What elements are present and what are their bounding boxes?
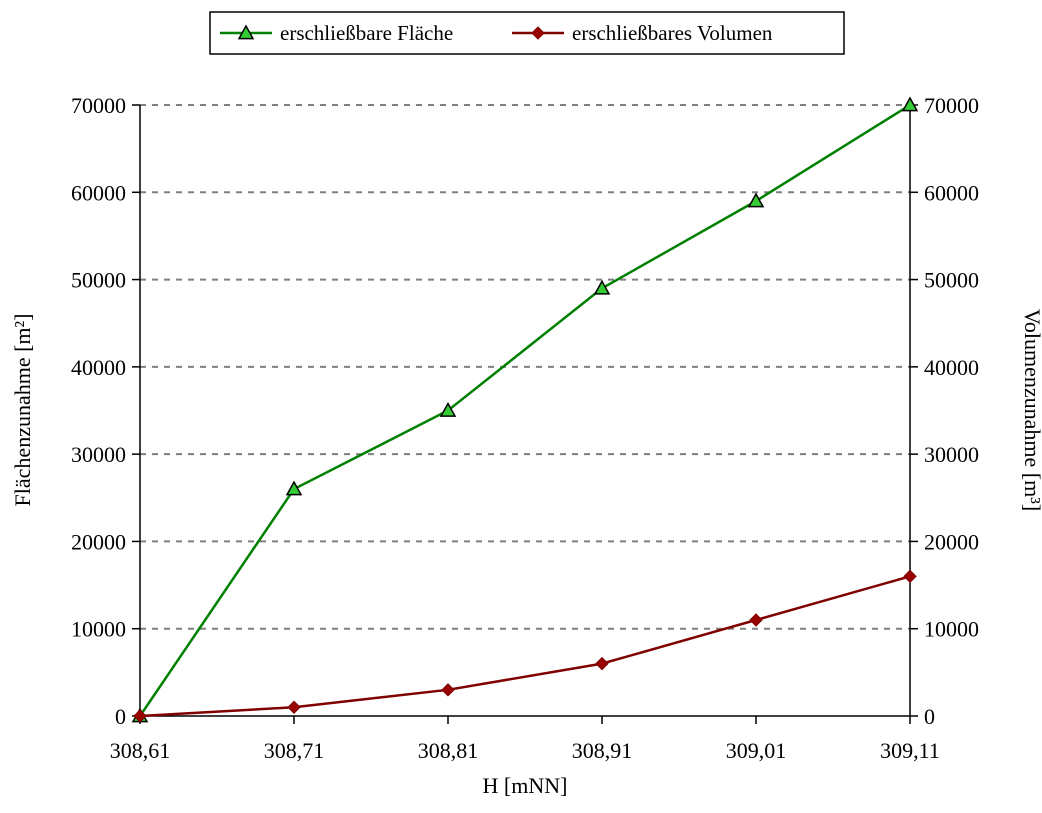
data-point-series-2	[287, 700, 301, 714]
series-line-2	[139, 575, 911, 718]
y-tick-label-right: 40000	[924, 355, 979, 380]
y-tick-label-right: 0	[924, 704, 935, 729]
axes	[132, 104, 918, 724]
data-point-series-2	[903, 569, 917, 584]
y-tick-label-left: 50000	[71, 268, 126, 293]
data-point-series-1	[901, 96, 919, 112]
data-point-series-1	[747, 192, 765, 208]
y-tick-label-right: 70000	[924, 93, 979, 118]
y-tick-label-left: 70000	[71, 93, 126, 118]
tick-labels: 0 0 10000 10000 20000 20000 30000 30000 40000 400…	[71, 93, 979, 763]
x-axis-title: H [mNN]	[483, 773, 568, 798]
data-point-series-1	[285, 480, 303, 496]
legend: erschließbare Fläche erschließbares Volum…	[209, 11, 845, 55]
data-point-series-1	[439, 401, 457, 417]
data-point-series-2	[595, 656, 609, 671]
y-tick-label-left: 40000	[71, 355, 126, 380]
legend-swatch-marker	[531, 26, 545, 40]
data-point-series-2	[441, 683, 455, 697]
data-point-series-1	[593, 279, 611, 295]
x-tick-label: 308,81	[418, 738, 479, 763]
y-tick-label-right: 10000	[924, 617, 979, 642]
x-tick-label: 308,91	[572, 738, 633, 763]
data-point-series-2	[133, 709, 147, 723]
y-axis-title-right: Volumenzunahme [m³]	[1020, 309, 1042, 511]
legend-swatch-marker	[237, 24, 255, 40]
legend-label: erschließbares Volumen	[572, 21, 773, 45]
y-tick-label-right: 50000	[924, 268, 979, 293]
y-tick-label-left: 60000	[71, 180, 126, 205]
x-tick-label: 308,71	[264, 738, 325, 763]
y-tick-label-left: 20000	[71, 529, 126, 554]
data-point-series-2	[749, 613, 763, 627]
x-tick-label: 309,01	[726, 738, 787, 763]
legend-label: erschließbare Fläche	[280, 21, 453, 45]
y-axis-title-left: Flächenzunahme [m²]	[10, 314, 35, 507]
series-layer	[131, 96, 919, 723]
series-line-1	[138, 103, 911, 717]
x-tick-label: 309,11	[880, 738, 940, 763]
x-tick-label: 308,61	[110, 738, 171, 763]
y-tick-label-left: 0	[115, 704, 126, 729]
y-tick-label-left: 30000	[71, 442, 126, 467]
gridlines	[140, 104, 910, 630]
y-tick-label-right: 30000	[924, 442, 979, 467]
y-tick-label-left: 10000	[71, 617, 126, 642]
y-tick-label-right: 60000	[924, 180, 979, 205]
y-tick-label-right: 20000	[924, 529, 979, 554]
